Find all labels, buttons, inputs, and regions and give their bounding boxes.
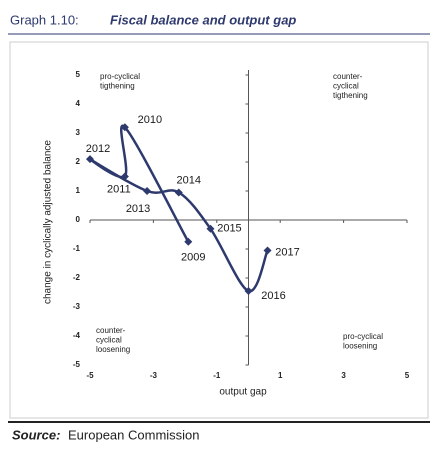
point-label: 2012 — [86, 143, 110, 155]
point-marker — [206, 224, 215, 233]
source-label: Source: — [12, 427, 60, 442]
point-label: 2015 — [217, 223, 241, 235]
quadrant-label: loosening — [96, 345, 130, 354]
point-label: 2017 — [275, 246, 299, 258]
quadrant-label: counter- — [96, 326, 126, 335]
x-tick-label: 5 — [405, 371, 410, 380]
y-tick-label: 1 — [76, 186, 81, 195]
x-tick-label: -3 — [150, 371, 158, 380]
quadrant-label: pro-cyclical — [100, 72, 140, 81]
y-tick-label: -5 — [73, 360, 81, 369]
point-label: 2009 — [181, 252, 205, 264]
y-tick-label: -1 — [73, 244, 81, 253]
x-tick-label: -1 — [213, 371, 221, 380]
quadrant-label: loosening — [343, 342, 377, 351]
x-tick-label: 3 — [341, 371, 346, 380]
y-tick-label: 2 — [76, 157, 81, 166]
quadrant-label: pro-cyclical — [343, 332, 383, 341]
x-tick-label: -5 — [86, 371, 94, 380]
quadrant-label: cyclical — [333, 82, 359, 91]
graph-number: Graph 1.10: — [10, 12, 79, 27]
y-tick-label: 4 — [76, 99, 81, 108]
x-tick-label: 1 — [278, 371, 283, 380]
point-label: 2011 — [107, 183, 131, 195]
quadrant-label: tigthening — [100, 82, 135, 91]
chart-frame — [9, 41, 429, 419]
point-marker — [86, 155, 94, 164]
y-tick-label: -4 — [73, 331, 81, 340]
y-tick-label: -3 — [73, 302, 81, 311]
y-tick-label: -2 — [73, 273, 81, 282]
point-label: 2014 — [177, 174, 201, 186]
quadrant-label: counter- — [333, 72, 363, 81]
quadrant-label: cyclical — [96, 336, 122, 345]
point-label: 2013 — [126, 203, 150, 215]
point-marker — [143, 187, 152, 195]
y-axis-label: change in cyclically adjusted balance — [43, 140, 54, 304]
y-tick-label: 0 — [76, 215, 81, 224]
point-marker — [244, 287, 253, 296]
series-line — [88, 124, 269, 293]
point-label: 2010 — [138, 114, 162, 126]
y-tick-label: 3 — [76, 128, 81, 137]
point-marker — [120, 172, 129, 181]
point-label: 2016 — [261, 290, 285, 302]
chart-title: Fiscal balance and output gap — [110, 12, 296, 27]
quadrant-label: tigthening — [333, 91, 368, 100]
y-tick-label: 5 — [76, 70, 81, 79]
point-marker — [263, 246, 272, 255]
source: European Commission — [68, 427, 200, 442]
x-axis-label: output gap — [219, 387, 267, 398]
point-marker — [120, 123, 129, 132]
point-marker — [184, 237, 193, 246]
point-marker — [174, 188, 183, 197]
